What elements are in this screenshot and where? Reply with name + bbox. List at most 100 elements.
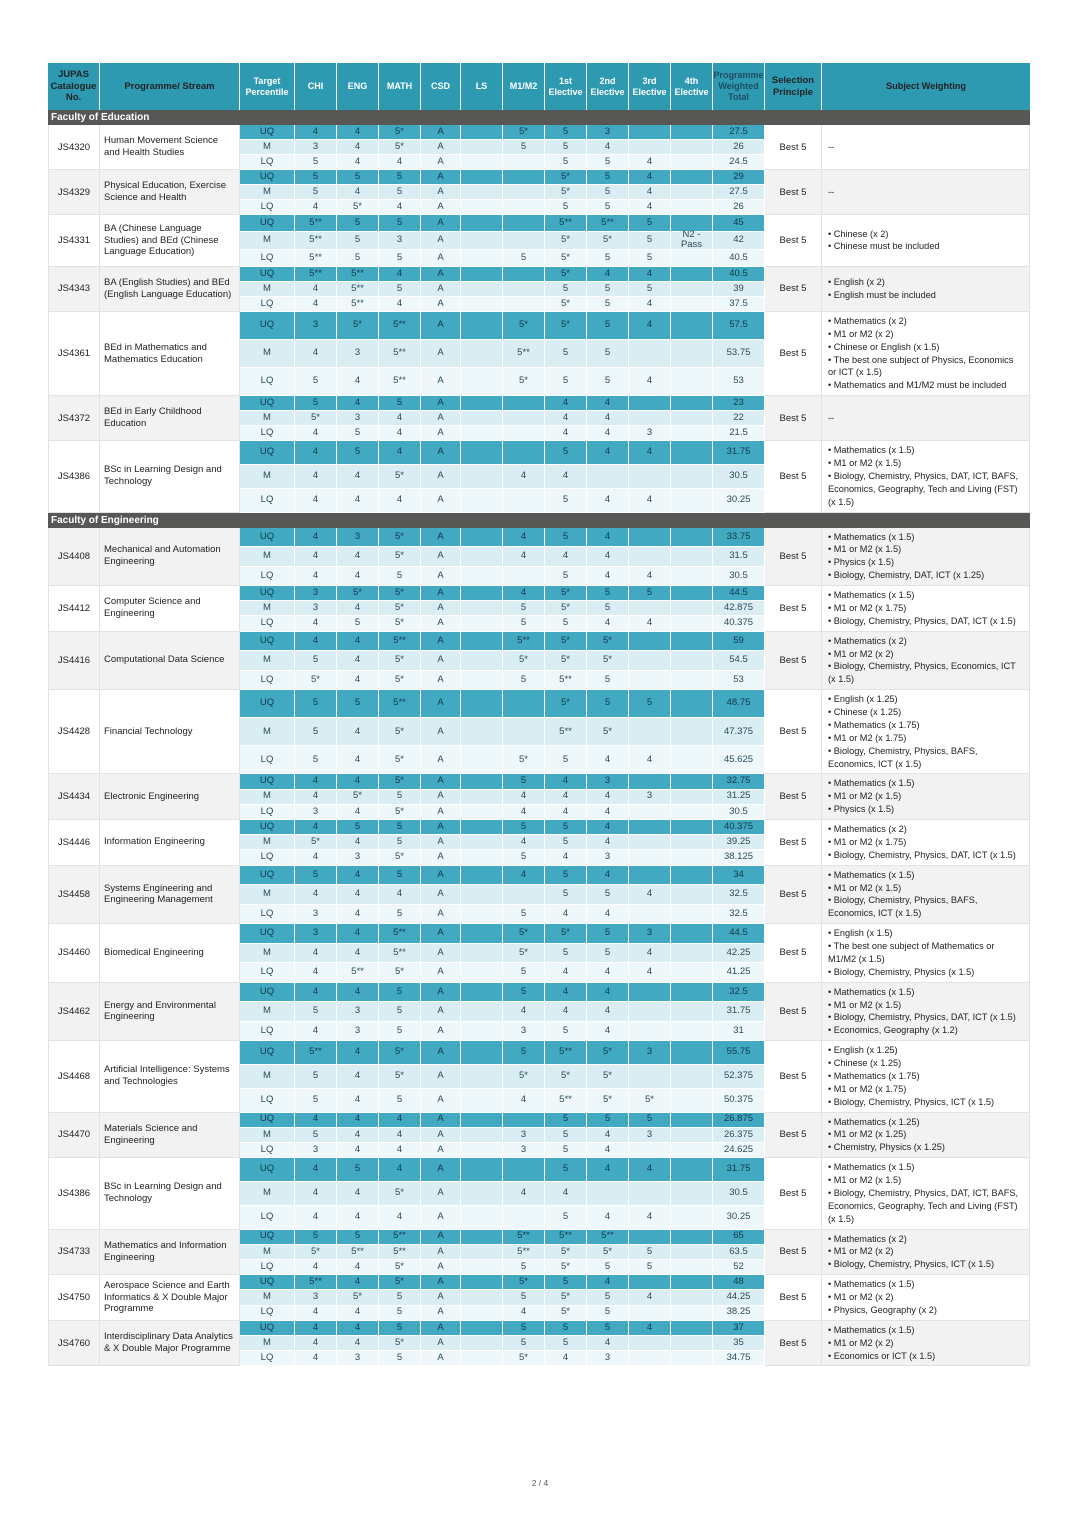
grade-chi: 5 — [295, 690, 337, 719]
weighted-total: 30.25 — [713, 488, 765, 513]
grade-elective-3 — [629, 718, 671, 747]
grade-eng: 4 — [337, 1088, 379, 1113]
grade-ls — [461, 281, 503, 297]
grade-eng: 5 — [337, 690, 379, 719]
weighted-total: 65 — [713, 1229, 765, 1245]
grade-eng: 4 — [337, 1205, 379, 1230]
percentile-label: LQ — [240, 1088, 295, 1113]
grade-csd: A — [421, 1229, 461, 1245]
subject-weighting-item: -- — [828, 141, 835, 152]
grade-m1m2 — [503, 1112, 545, 1128]
grade-csd: A — [421, 982, 461, 1003]
subject-weighting-item: • Mathematics (x 1.5) — [828, 1324, 915, 1335]
grade-elective-4 — [671, 670, 713, 691]
grade-math: 5 — [379, 789, 421, 805]
grade-elective-2: 4 — [587, 1335, 629, 1352]
grade-elective-3: 4 — [629, 566, 671, 586]
grade-csd: A — [421, 411, 461, 427]
selection-principle: Best 5 — [765, 586, 822, 632]
grade-elective-1: 4 — [545, 804, 587, 820]
grade-elective-4 — [671, 140, 713, 155]
grade-elective-4 — [671, 1041, 713, 1065]
grade-ls — [461, 963, 503, 983]
percentile-label: UQ — [240, 1041, 295, 1065]
grade-eng: 4 — [337, 885, 379, 905]
grade-ls — [461, 885, 503, 905]
grade-elective-1: 5 — [545, 1275, 587, 1291]
grade-csd: A — [421, 1181, 461, 1206]
selection-principle: Best 5 — [765, 1320, 822, 1367]
grade-ls — [461, 1229, 503, 1245]
faculty-section-header: Faculty of Education — [48, 110, 1030, 125]
grade-elective-2: 4 — [587, 441, 629, 465]
weighted-total: 40.5 — [713, 249, 765, 267]
grade-eng: 3 — [337, 850, 379, 866]
subject-weighting-item: • M1 or M2 (x 1.5) — [828, 791, 902, 802]
grade-elective-4 — [671, 904, 713, 925]
grade-csd: A — [421, 140, 461, 155]
grade-ls — [461, 690, 503, 719]
subject-weighting: • Mathematics (x 1.5) • M1 or M2 (x 1.5) •… — [822, 982, 1030, 1042]
percentile-label: M — [240, 140, 295, 155]
grade-csd: A — [421, 1275, 461, 1291]
grade-csd: A — [421, 1021, 461, 1042]
percentile-row-m: M 4 4 5* A 4 4 4 31.5 — [240, 547, 765, 567]
grade-chi: 5 — [295, 185, 337, 200]
percentile-label: M — [240, 1181, 295, 1206]
subject-weighting-item: • Mathematics and M1/M2 must be included — [828, 380, 1007, 391]
percentile-row-uq: UQ 4 5 4 A 5 4 4 31.75 — [240, 441, 765, 465]
grade-eng: 3 — [337, 411, 379, 427]
grade-math: 5* — [379, 850, 421, 866]
grade-csd: A — [421, 1112, 461, 1128]
grade-elective-3 — [629, 865, 671, 886]
percentile-label: LQ — [240, 963, 295, 983]
percentile-label: UQ — [240, 170, 295, 185]
percentile-label: UQ — [240, 1229, 295, 1245]
programme-code: JS4462 — [48, 982, 100, 1042]
subject-weighting-item: -- — [828, 186, 835, 197]
grade-elective-1: 5* — [545, 586, 587, 602]
grade-m1m2: 5 — [503, 850, 545, 866]
grade-csd: A — [421, 464, 461, 489]
grade-eng: 5** — [337, 281, 379, 297]
grade-eng: 3 — [337, 1351, 379, 1367]
subject-weighting-item: • Economics or ICT (x 1.5) — [828, 1350, 936, 1361]
grade-elective-4 — [671, 865, 713, 886]
grade-elective-1: 4 — [545, 982, 587, 1003]
programme-block: JS4408 Mechanical and Automation Engineer… — [48, 527, 1030, 586]
grade-elective-1: 5 — [545, 140, 587, 155]
grade-m1m2 — [503, 396, 545, 412]
programme-name: Human Movement Science and Health Studie… — [100, 125, 240, 170]
grade-elective-2: 4 — [587, 266, 629, 282]
grade-elective-2: 5 — [587, 1320, 629, 1336]
weighted-total: 54.5 — [713, 651, 765, 671]
programme-block: JS4468 Artificial Intelligence: Systems a… — [48, 1041, 1030, 1113]
subject-weighting: • English (x 2) • English must be include… — [822, 266, 1030, 312]
grade-chi: 4 — [295, 547, 337, 567]
grade-math: 5* — [379, 718, 421, 747]
grade-csd: A — [421, 368, 461, 397]
percentile-label: M — [240, 1335, 295, 1352]
programme-code: JS4408 — [48, 527, 100, 586]
programme-block: JS4428 Financial Technology UQ 5 5 5** A 5* 5 5 48… — [48, 690, 1030, 775]
grade-elective-4 — [671, 1229, 713, 1245]
grade-elective-3: 4 — [629, 185, 671, 200]
grade-elective-3: 5 — [629, 690, 671, 719]
subject-weighting-item: • Chinese must be included — [828, 241, 940, 252]
grade-eng: 4 — [337, 1275, 379, 1291]
subject-weighting: • Mathematics (x 1.5) • M1 or M2 (x 1.5) •… — [822, 441, 1030, 513]
faculty-section-header: Faculty of Engineering — [48, 512, 1030, 528]
grade-eng: 5* — [337, 311, 379, 340]
grade-csd: A — [421, 850, 461, 866]
grade-elective-1: 5 — [545, 441, 587, 465]
column-header-programme-stream: Programme/ Stream — [100, 63, 240, 110]
grade-elective-2: 4 — [587, 566, 629, 586]
percentile-row-m: M 3 4 5* A 5 5 4 26 — [240, 140, 765, 155]
grade-elective-4 — [671, 368, 713, 397]
grade-elective-4 — [671, 885, 713, 905]
grade-elective-4 — [671, 1290, 713, 1306]
weighted-total: 26.875 — [713, 1112, 765, 1128]
grade-eng: 5* — [337, 789, 379, 805]
grade-ls — [461, 789, 503, 805]
grade-csd: A — [421, 1305, 461, 1321]
